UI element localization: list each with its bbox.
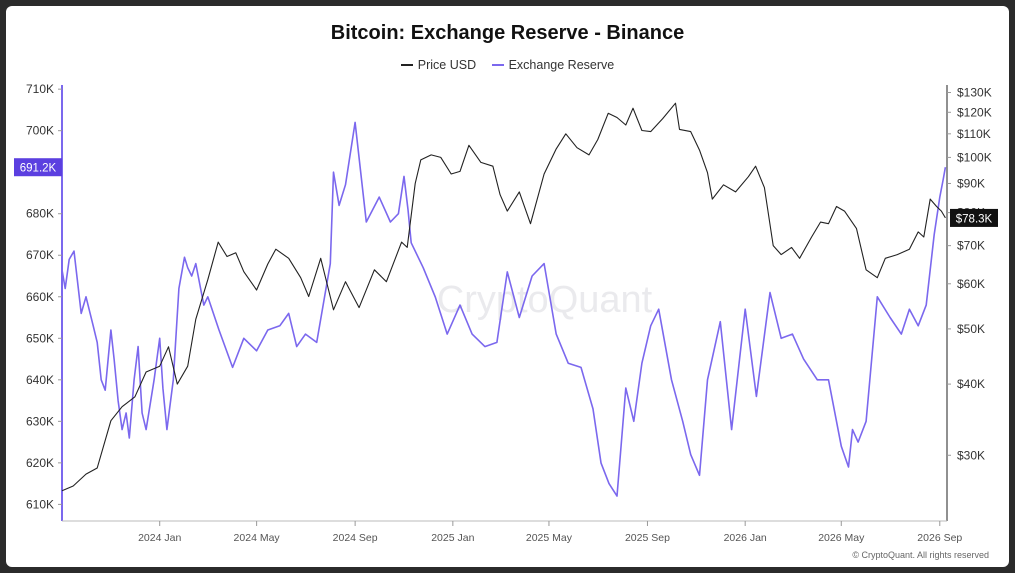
y-right-tick-label: $100K (957, 150, 992, 164)
y-left-tick-label: 660K (26, 290, 54, 304)
x-tick-label: 2025 May (526, 532, 573, 544)
y-left-tick-label: 670K (26, 248, 54, 262)
y-right-tick-label: $110K (957, 127, 991, 141)
legend-item-price[interactable]: Price USD (400, 58, 477, 72)
legend-item-reserve[interactable]: Exchange Reserve (491, 58, 615, 72)
x-tick-label: 2026 Sep (917, 532, 962, 544)
y-left-tick-label: 620K (26, 456, 54, 470)
y-left-tick-label: 710K (26, 82, 54, 96)
current-price-badge (950, 208, 998, 227)
current-price-label: $78.3K (956, 213, 993, 225)
y-right-tick-label: $70K (957, 239, 985, 253)
copyright-credit: © CryptoQuant. All rights reserved (852, 550, 989, 560)
watermark-text: CryptoQuant (437, 279, 653, 321)
legend-swatch-price (400, 64, 413, 66)
x-tick-label: 2024 Jan (138, 532, 181, 544)
legend-swatch-reserve (491, 64, 504, 66)
y-right-tick-label: $120K (957, 105, 992, 119)
legend-label-price: Price USD (417, 58, 477, 72)
chart-legend: Price USD Exchange Reserve (0, 55, 1015, 72)
y-left-tick-label: 610K (26, 497, 54, 511)
y-right-tick-label: $40K (957, 377, 985, 391)
current-reserve-label: 691.2K (20, 163, 57, 175)
y-right-tick-label: $60K (957, 277, 985, 291)
x-tick-label: 2025 Sep (625, 532, 670, 544)
y-left-tick-label: 650K (26, 331, 54, 345)
y-left-tick-label: 630K (26, 414, 54, 428)
y-left-tick-label: 640K (26, 373, 54, 387)
x-tick-label: 2026 May (818, 532, 865, 544)
y-left-tick-label: 700K (26, 124, 54, 138)
x-tick-label: 2024 May (234, 532, 281, 544)
y-left-tick-label: 680K (26, 207, 54, 221)
y-right-tick-label: $130K (957, 85, 992, 99)
series-price-usd-line (61, 102, 946, 492)
series-exchange-reserve-line (61, 121, 947, 497)
current-reserve-badge (14, 158, 62, 177)
chart-frame (6, 6, 1009, 567)
y-right-tick-label: $50K (957, 322, 985, 336)
chart-title: Bitcoin: Exchange Reserve - Binance (330, 22, 685, 44)
x-tick-label: 2024 Sep (333, 532, 378, 544)
legend-label-reserve: Exchange Reserve (508, 58, 615, 72)
x-tick-label: 2026 Jan (724, 532, 767, 544)
y-right-tick-label: $30K (957, 448, 985, 462)
x-tick-label: 2025 Jan (431, 532, 474, 544)
y-right-tick-label: $90K (957, 176, 985, 190)
